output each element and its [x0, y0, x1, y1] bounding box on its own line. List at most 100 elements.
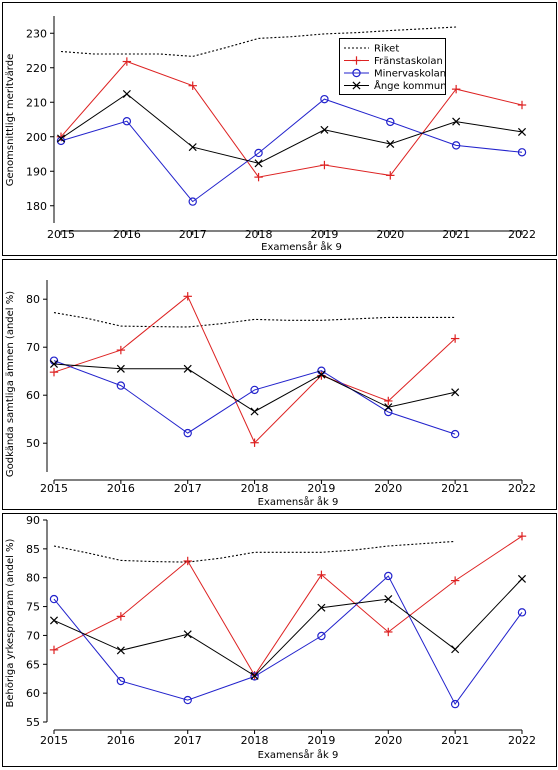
data-point-marker-b [49, 359, 59, 369]
data-point-marker [250, 672, 259, 681]
x-axis-title: Examensår åk 9 [258, 495, 339, 508]
data-point-marker-b [384, 403, 393, 412]
x-tick-label: 2022 [508, 734, 536, 747]
x-tick-label: 2018 [241, 482, 269, 495]
data-point-marker-b [384, 595, 393, 604]
legend-entry-label: Riket [374, 44, 399, 55]
y-tick-label: 65 [26, 658, 40, 671]
series-line [60, 98, 523, 203]
data-point-marker-b [451, 645, 460, 654]
series-riket [53, 312, 456, 328]
data-point-marker [250, 385, 259, 395]
x-tick-label: 2017 [179, 228, 207, 241]
data-point-marker [188, 197, 197, 206]
x-tick-label: 2022 [508, 228, 536, 241]
data-point-marker [116, 676, 126, 686]
series-minervaskolan [49, 571, 527, 709]
data-point-marker-b [116, 646, 125, 655]
x-tick-label: 2021 [442, 228, 470, 241]
y-tick-label: 55 [26, 716, 40, 729]
data-point-marker-b [183, 630, 192, 639]
panel-frame [2, 2, 557, 256]
data-point-marker-b [320, 125, 329, 134]
series-line [53, 360, 456, 435]
y-axis-title: Godkända samtliga ämnen (andel %) [5, 291, 16, 477]
series-riket [60, 26, 457, 57]
series-fränstaskolan [49, 292, 460, 447]
data-point-marker [49, 594, 59, 604]
data-point-marker [517, 148, 527, 157]
x-tick-label: 2021 [441, 482, 469, 495]
x-tick-label: 2016 [107, 734, 135, 747]
y-tick-label: 85 [26, 543, 40, 556]
data-point-marker-b [250, 407, 259, 416]
data-point-marker [450, 699, 460, 709]
y-tick-label: 80 [26, 572, 40, 585]
data-point-marker [384, 571, 393, 581]
data-point-marker [317, 631, 326, 641]
y-tick-label: 60 [26, 389, 40, 402]
series-line [60, 93, 523, 164]
data-point-marker [56, 136, 66, 146]
y-axis-title: Behöriga yrkesprogram (andel %) [5, 538, 16, 707]
x-tick-label: 2018 [245, 228, 273, 241]
y-tick-label: 75 [26, 601, 40, 614]
series-line [53, 575, 523, 706]
x-tick-label: 2020 [374, 734, 402, 747]
data-point-marker-b [517, 127, 527, 136]
y-tick-label: 90 [26, 514, 40, 527]
y-tick-label: 70 [26, 341, 40, 354]
y-tick-label: 180 [26, 200, 47, 213]
y-tick-label: 50 [26, 437, 40, 450]
panel-frame [2, 259, 557, 510]
series-ånge-kommun [49, 359, 460, 416]
series-ånge-kommun [56, 89, 527, 168]
series-minervaskolan [56, 94, 527, 206]
x-tick-label: 2016 [113, 228, 141, 241]
chart-panel-3: 55 60 65 70 75 80 85 90 2015 2016 2017 2018 2019 2020… [2, 513, 557, 767]
data-point-marker-b [183, 364, 192, 373]
data-point-marker-b [451, 388, 460, 397]
y-axis-title: Genomsnittligt meritvärde [5, 54, 16, 186]
series-riket [53, 540, 456, 563]
data-point-marker [183, 428, 192, 438]
data-point-marker-b [188, 143, 197, 152]
data-point-marker [116, 381, 126, 390]
data-point-marker-b [317, 370, 326, 379]
series-ånge-kommun [49, 574, 527, 680]
data-point-marker [386, 117, 395, 127]
data-point-marker [517, 608, 527, 617]
series-minervaskolan [49, 356, 460, 439]
x-tick-label: 2019 [307, 482, 335, 495]
legend-entry-label: Ånge kommun [374, 79, 447, 92]
x-axis-title: Examensår åk 9 [258, 748, 339, 761]
data-point-marker-b [317, 603, 326, 612]
series-line [53, 312, 456, 328]
x-tick-label: 2020 [374, 482, 402, 495]
legend-swatch-marker [352, 68, 361, 78]
data-point-marker-b [452, 117, 461, 126]
legend-swatch-marker-b [352, 81, 361, 90]
x-tick-label: 2020 [376, 228, 404, 241]
x-axis-title: Examensår åk 9 [261, 240, 342, 253]
legend-entry-label: Minervaskolan [374, 69, 446, 80]
data-point-marker-b [517, 574, 527, 583]
x-tick-label: 2019 [307, 734, 335, 747]
chart-panel-2: 50 60 70 80 2015 2016 2017 2018 2019 2020 2021 2022… [2, 259, 557, 510]
x-tick-label: 2017 [174, 734, 202, 747]
data-point-marker-b [122, 89, 131, 98]
y-tick-label: 210 [26, 96, 47, 109]
x-tick-label: 2018 [241, 734, 269, 747]
series-line [53, 540, 456, 563]
data-point-marker [254, 148, 263, 158]
y-tick-label: 200 [26, 131, 47, 144]
data-point-marker [183, 695, 192, 705]
series-line [53, 363, 456, 413]
y-tick-label: 60 [26, 687, 40, 700]
data-point-marker-b [116, 364, 125, 373]
x-tick-label: 2015 [40, 482, 68, 495]
x-tick-label: 2015 [47, 228, 75, 241]
data-point-marker-b [254, 159, 263, 168]
